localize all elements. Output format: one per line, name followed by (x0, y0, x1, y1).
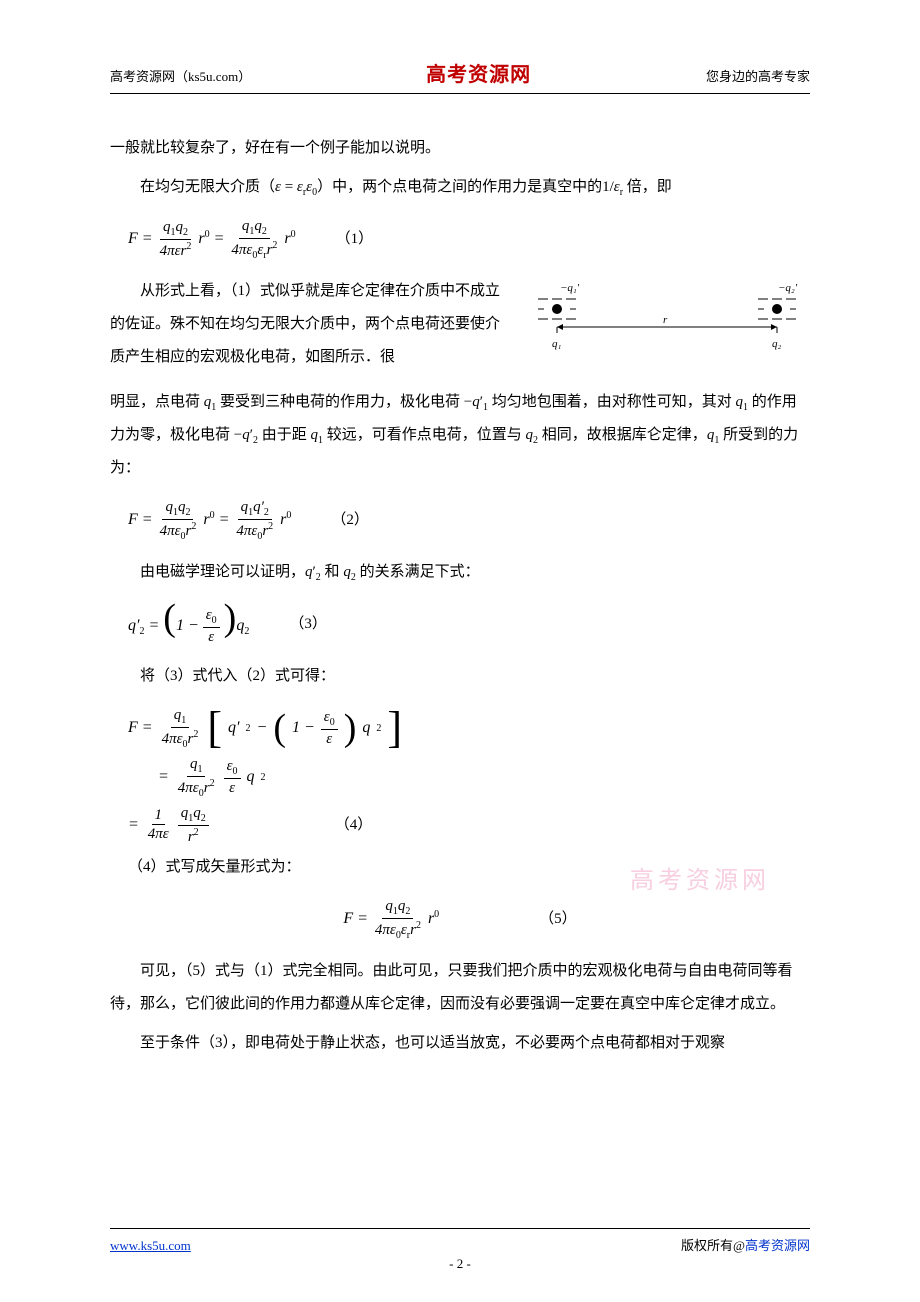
equation-1: F = q1q24πεr2 r0 = q1q24πε0εrr2 r0 （1） (128, 218, 810, 261)
footer-link-right[interactable]: 高考资源网 (745, 1238, 810, 1253)
figure-svg: −q₁′ −q₂′ r q₁ q₂ (530, 279, 810, 369)
header-right: 您身边的高考专家 (706, 66, 810, 85)
fig-label-q2: q₂ (772, 338, 782, 350)
fig-label-r: r (663, 314, 668, 326)
eq-number-5: （5） (539, 911, 577, 928)
paragraph-7: （4）式写成矢量形式为： (128, 851, 810, 884)
paragraph-4: 明显，点电荷 q1 要受到三种电荷的作用力，极化电荷 −q′1 均匀地包围着，由… (110, 386, 810, 485)
paragraph-6: 将（3）式代入（2）式可得： (110, 660, 810, 693)
equation-4: F = q14πε0r2 [ q′2 − (1 − ε0ε )q2 ] = q1… (128, 707, 810, 846)
equation-3: q′2 = (1 − ε0ε )q2 （3） (128, 603, 810, 646)
fig-label-q1p: −q₁′ (560, 282, 580, 294)
page-number: - 2 - (449, 1256, 471, 1272)
eq-number-2: （2） (331, 512, 369, 529)
fig-label-q2p: −q₂′ (778, 282, 798, 294)
figure-paragraph-wrap: −q₁′ −q₂′ r q₁ q₂ (110, 275, 810, 386)
equation-5: F = q1q24πε0εrr2 r0 （5） (110, 898, 810, 941)
footer-right: 版权所有@高考资源网 (681, 1235, 810, 1254)
page-header: 高考资源网（ks5u.com） 高考资源网 您身边的高考专家 (110, 58, 810, 94)
body-content: 一般就比较复杂了，好在有一个例子能加以说明。 在均匀无限大介质（ε = εrε0… (110, 132, 810, 1060)
polarization-figure: −q₁′ −q₂′ r q₁ q₂ (530, 279, 810, 382)
paragraph-8: 可见，（5）式与（1）式完全相同。由此可见，只要我们把介质中的宏观极化电荷与自由… (110, 955, 810, 1021)
eq-number-4: （4） (335, 817, 373, 834)
header-center-logo: 高考资源网 (426, 58, 531, 87)
paragraph-1: 一般就比较复杂了，好在有一个例子能加以说明。 (110, 132, 810, 165)
fig-label-q1: q₁ (552, 338, 562, 350)
paragraph-5: 由电磁学理论可以证明，q′2 和 q2 的关系满足下式： (110, 556, 810, 589)
page: 高考资源网（ks5u.com） 高考资源网 您身边的高考专家 一般就比较复杂了，… (0, 0, 920, 1302)
paragraph-9: 至于条件（3），即电荷处于静止状态，也可以适当放宽，不必要两个点电荷都相对于观察 (110, 1027, 810, 1060)
page-footer: www.ks5u.com 版权所有@高考资源网 (110, 1228, 810, 1254)
equation-2: F = q1q24πε0r2 r0 = q1q′24πε0r2 r0 （2） (128, 499, 810, 542)
header-left: 高考资源网（ks5u.com） (110, 66, 251, 85)
paragraph-2: 在均匀无限大介质（ε = εrε0）中，两个点电荷之间的作用力是真空中的1/εr… (110, 171, 810, 204)
eq-number-1: （1） (336, 231, 374, 248)
eq-number-3: （3） (289, 616, 327, 633)
footer-link-left[interactable]: www.ks5u.com (110, 1238, 191, 1254)
